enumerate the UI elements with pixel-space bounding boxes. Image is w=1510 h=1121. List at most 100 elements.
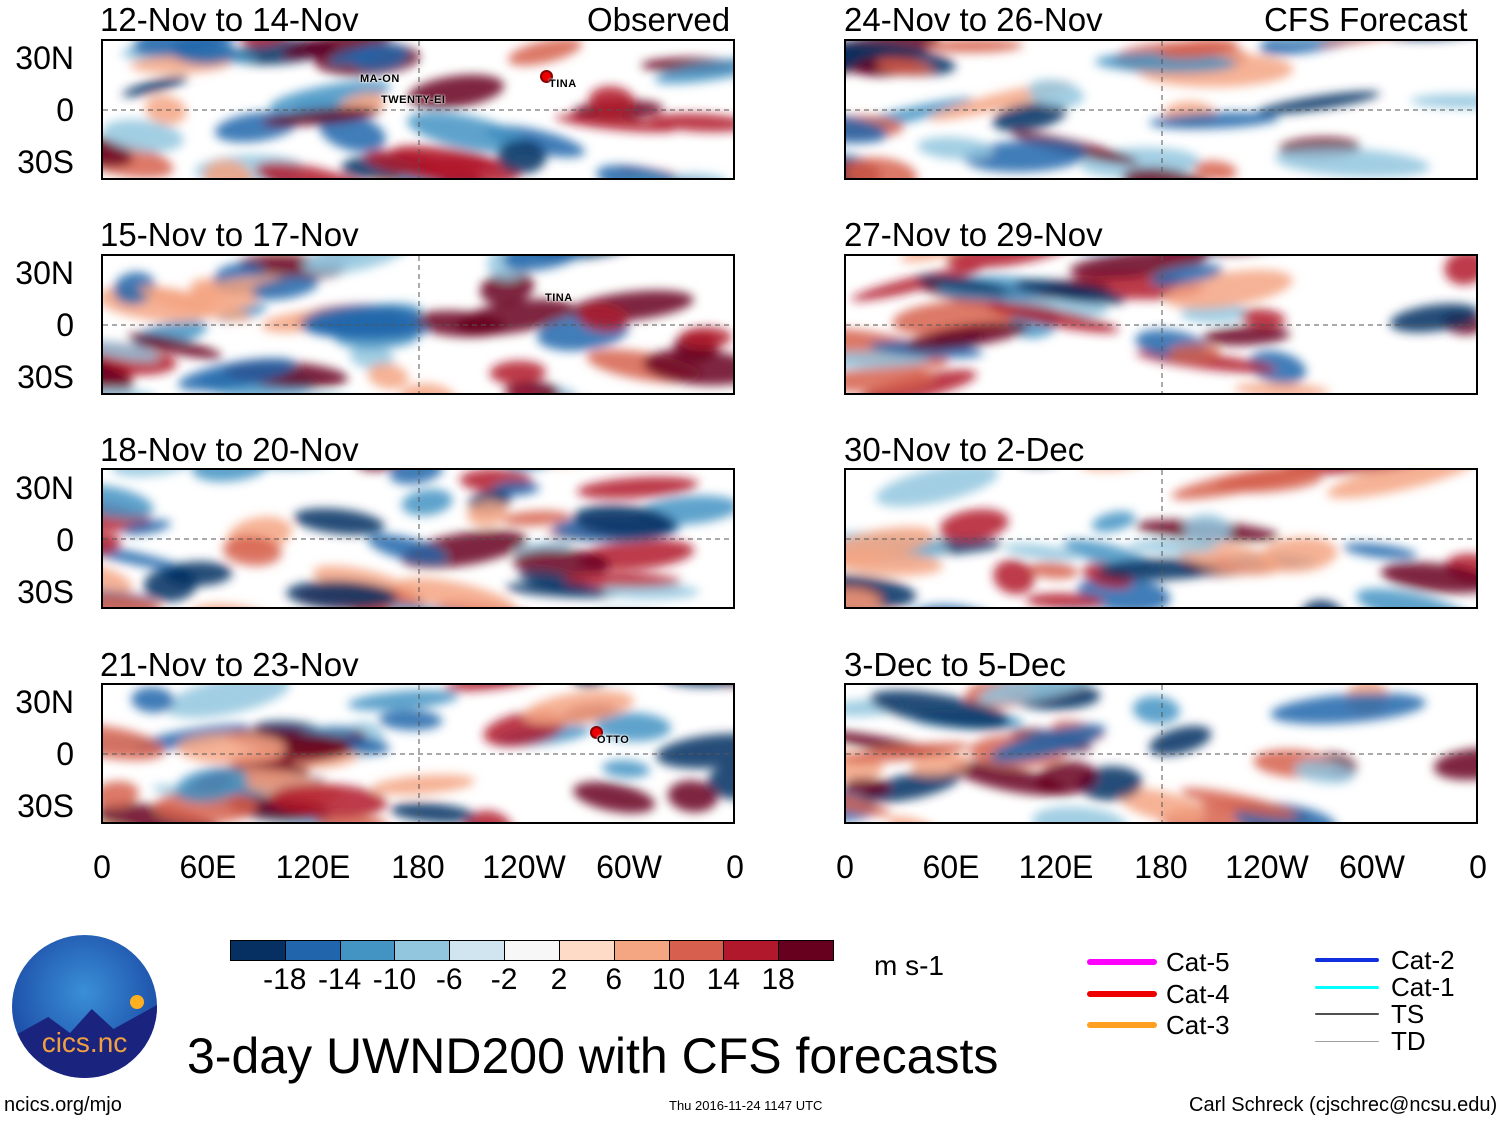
wind-anomaly-blob bbox=[1202, 326, 1291, 346]
lon-label: 180 bbox=[1134, 849, 1188, 885]
wind-anomaly-blob bbox=[389, 470, 443, 485]
wind-anomaly-blob bbox=[596, 165, 713, 178]
lat-label: 0 bbox=[56, 522, 74, 558]
wind-anomaly-blob bbox=[563, 572, 682, 588]
colorbar-label: -14 bbox=[317, 963, 362, 996]
panel-title: 21-Nov to 23-Nov bbox=[100, 646, 359, 683]
legend-line-cat-5 bbox=[1087, 959, 1157, 965]
wind-anomaly-blob bbox=[293, 508, 385, 535]
wind-field bbox=[103, 685, 733, 822]
wind-anomaly-blob bbox=[576, 476, 699, 499]
wind-anomaly-blob bbox=[1076, 470, 1163, 471]
wind-anomaly-blob bbox=[1180, 788, 1297, 819]
wind-anomaly-blob bbox=[111, 470, 203, 477]
wind-anomaly-blob bbox=[861, 770, 960, 803]
lat-label: 30N bbox=[15, 470, 74, 506]
colorbar-label: -18 bbox=[263, 963, 307, 996]
lat-label: 30N bbox=[15, 684, 74, 720]
wind-anomaly-blob bbox=[588, 86, 635, 116]
wind-field bbox=[846, 256, 1476, 393]
wind-anomaly-blob bbox=[1256, 91, 1380, 115]
wind-anomaly-blob bbox=[656, 733, 733, 769]
logo-text: cics.nc bbox=[41, 1027, 128, 1058]
wind-anomaly-blob bbox=[886, 816, 939, 822]
wind-anomaly-blob bbox=[255, 162, 380, 178]
wind-anomaly-blob bbox=[411, 310, 506, 338]
wind-anomaly-blob bbox=[846, 588, 881, 607]
wind-anomaly-blob bbox=[1027, 79, 1084, 108]
wind-anomaly-blob bbox=[349, 343, 394, 370]
wind-anomaly-blob bbox=[127, 333, 223, 359]
wind-anomaly-blob bbox=[367, 533, 448, 564]
wind-anomaly-blob bbox=[900, 256, 973, 262]
wind-anomaly-blob bbox=[191, 470, 271, 482]
wind-anomaly-blob bbox=[992, 101, 1067, 132]
wind-anomaly-blob bbox=[145, 95, 187, 125]
wind-anomaly-blob bbox=[113, 271, 156, 305]
wind-anomaly-blob bbox=[262, 107, 381, 127]
wind-anomaly-blob bbox=[466, 500, 509, 527]
legend-line-cat-4 bbox=[1087, 991, 1157, 997]
wind-anomaly-blob bbox=[1326, 470, 1476, 499]
storm-label-otto: OTTO bbox=[597, 734, 630, 746]
legend-label: TD bbox=[1391, 1026, 1426, 1056]
lat-label: 30N bbox=[15, 40, 74, 76]
wind-anomaly-blob bbox=[1270, 692, 1426, 725]
colorbar-swatch bbox=[723, 940, 780, 961]
wind-anomaly-blob bbox=[911, 605, 996, 607]
wind-anomaly-blob bbox=[1259, 537, 1338, 573]
storm-label-tina: TINA bbox=[545, 292, 573, 304]
colorbar-label: -2 bbox=[490, 963, 518, 996]
colorbar-label: -10 bbox=[372, 963, 417, 996]
wind-anomaly-blob bbox=[945, 256, 1078, 269]
wind-anomaly-blob bbox=[1027, 562, 1079, 579]
wind-anomaly-blob bbox=[282, 41, 397, 58]
wind-anomaly-blob bbox=[193, 275, 292, 298]
colorbar-label: 10 bbox=[651, 963, 686, 996]
wind-anomaly-blob bbox=[987, 302, 1119, 333]
wind-anomaly-blob bbox=[314, 815, 388, 822]
lat-label: 30S bbox=[17, 574, 74, 610]
wind-anomaly-blob bbox=[846, 113, 888, 144]
map-panel bbox=[844, 39, 1478, 180]
wind-anomaly-blob bbox=[122, 519, 171, 535]
lon-label: 60W bbox=[596, 849, 662, 885]
wind-anomaly-blob bbox=[917, 136, 994, 160]
wind-anomaly-blob bbox=[189, 603, 285, 607]
wind-anomaly-blob bbox=[678, 327, 733, 349]
wind-anomaly-blob bbox=[508, 41, 582, 66]
lat-label: 0 bbox=[56, 307, 74, 343]
wind-field bbox=[846, 470, 1476, 607]
colorbar-label: -6 bbox=[435, 963, 463, 996]
wind-anomaly-blob bbox=[1149, 112, 1280, 129]
colorbar-label: 14 bbox=[706, 963, 741, 996]
wind-anomaly-blob bbox=[1444, 256, 1476, 285]
wind-anomaly-blob bbox=[925, 41, 1024, 53]
wind-anomaly-blob bbox=[504, 381, 561, 393]
colorbar-label: 6 bbox=[605, 963, 623, 996]
wind-anomaly-blob bbox=[846, 785, 891, 817]
wind-anomaly-blob bbox=[1003, 543, 1080, 561]
wind-anomaly-blob bbox=[977, 685, 1109, 705]
url-link[interactable]: ncics.org/mjo bbox=[4, 1094, 122, 1116]
wind-anomaly-blob bbox=[573, 781, 656, 814]
colorbar-swatch bbox=[339, 940, 396, 961]
wind-anomaly-blob bbox=[1015, 279, 1126, 305]
wind-field bbox=[103, 41, 733, 178]
panel-title: 12-Nov to 14-Nov bbox=[100, 1, 359, 38]
wind-anomaly-blob bbox=[573, 504, 676, 538]
wind-anomaly-blob bbox=[269, 783, 388, 819]
wind-anomaly-blob bbox=[1259, 41, 1411, 55]
wind-anomaly-blob bbox=[328, 47, 379, 65]
wind-anomaly-blob bbox=[846, 787, 877, 822]
wind-anomaly-blob bbox=[1171, 470, 1322, 500]
sun-icon bbox=[130, 995, 144, 1009]
legend-label: Cat-5 bbox=[1166, 947, 1230, 977]
legend-line-cat-2 bbox=[1315, 958, 1379, 962]
storm-label-twenty-ei: TWENTY-EI bbox=[381, 94, 446, 106]
observed-label: Observed bbox=[587, 1, 731, 38]
wind-anomaly-blob bbox=[939, 509, 1009, 542]
lon-label: 180 bbox=[391, 849, 445, 885]
wind-anomaly-blob bbox=[594, 712, 672, 742]
wind-anomaly-blob bbox=[165, 685, 290, 718]
